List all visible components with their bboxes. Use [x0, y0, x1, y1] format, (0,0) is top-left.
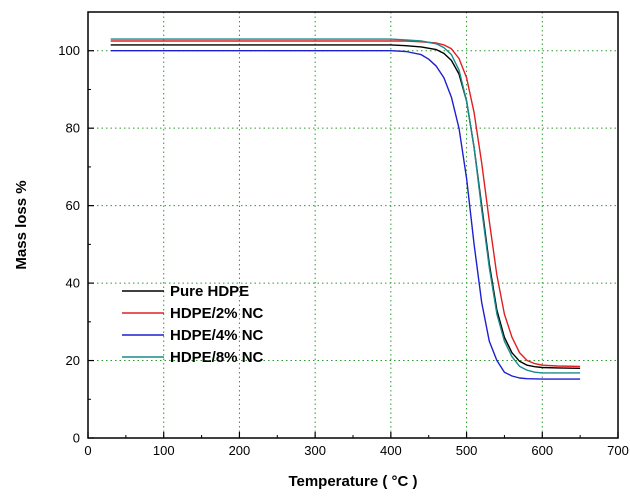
x-tick-label: 600 [531, 443, 553, 458]
x-axis-title: Temperature ( °C ) [288, 473, 417, 490]
legend: Pure HDPE HDPE/2% NC HDPE/4% NC HDPE/8% NC [122, 283, 264, 366]
y-axis-title: Mass loss % [13, 180, 30, 269]
legend-label-4: HDPE/8% NC [170, 349, 264, 366]
y-tick-label: 60 [66, 198, 80, 213]
x-tick-label: 0 [84, 443, 91, 458]
y-tick-label: 20 [66, 353, 80, 368]
series-line-3 [110, 50, 581, 380]
series-line-4 [110, 38, 581, 374]
grid-lines [88, 12, 618, 438]
x-tick-label: 700 [607, 443, 629, 458]
x-tick-label: 100 [153, 443, 175, 458]
legend-label-2: HDPE/2% NC [170, 305, 264, 322]
series-lines [110, 38, 581, 380]
x-tick-label: 300 [304, 443, 326, 458]
plot-frame [87, 11, 619, 439]
y-tick-label: 0 [73, 431, 80, 446]
axis-ticks: 0 100 200 300 400 500 600 700 0 20 40 60 80 100 [58, 43, 629, 458]
y-tick-label: 40 [66, 276, 80, 291]
y-tick-label: 100 [58, 43, 80, 58]
legend-label-3: HDPE/4% NC [170, 327, 264, 344]
y-tick-label: 80 [66, 121, 80, 136]
x-tick-label: 400 [380, 443, 402, 458]
x-tick-label: 200 [229, 443, 251, 458]
legend-label-1: Pure HDPE [170, 283, 249, 300]
x-tick-label: 500 [456, 443, 478, 458]
